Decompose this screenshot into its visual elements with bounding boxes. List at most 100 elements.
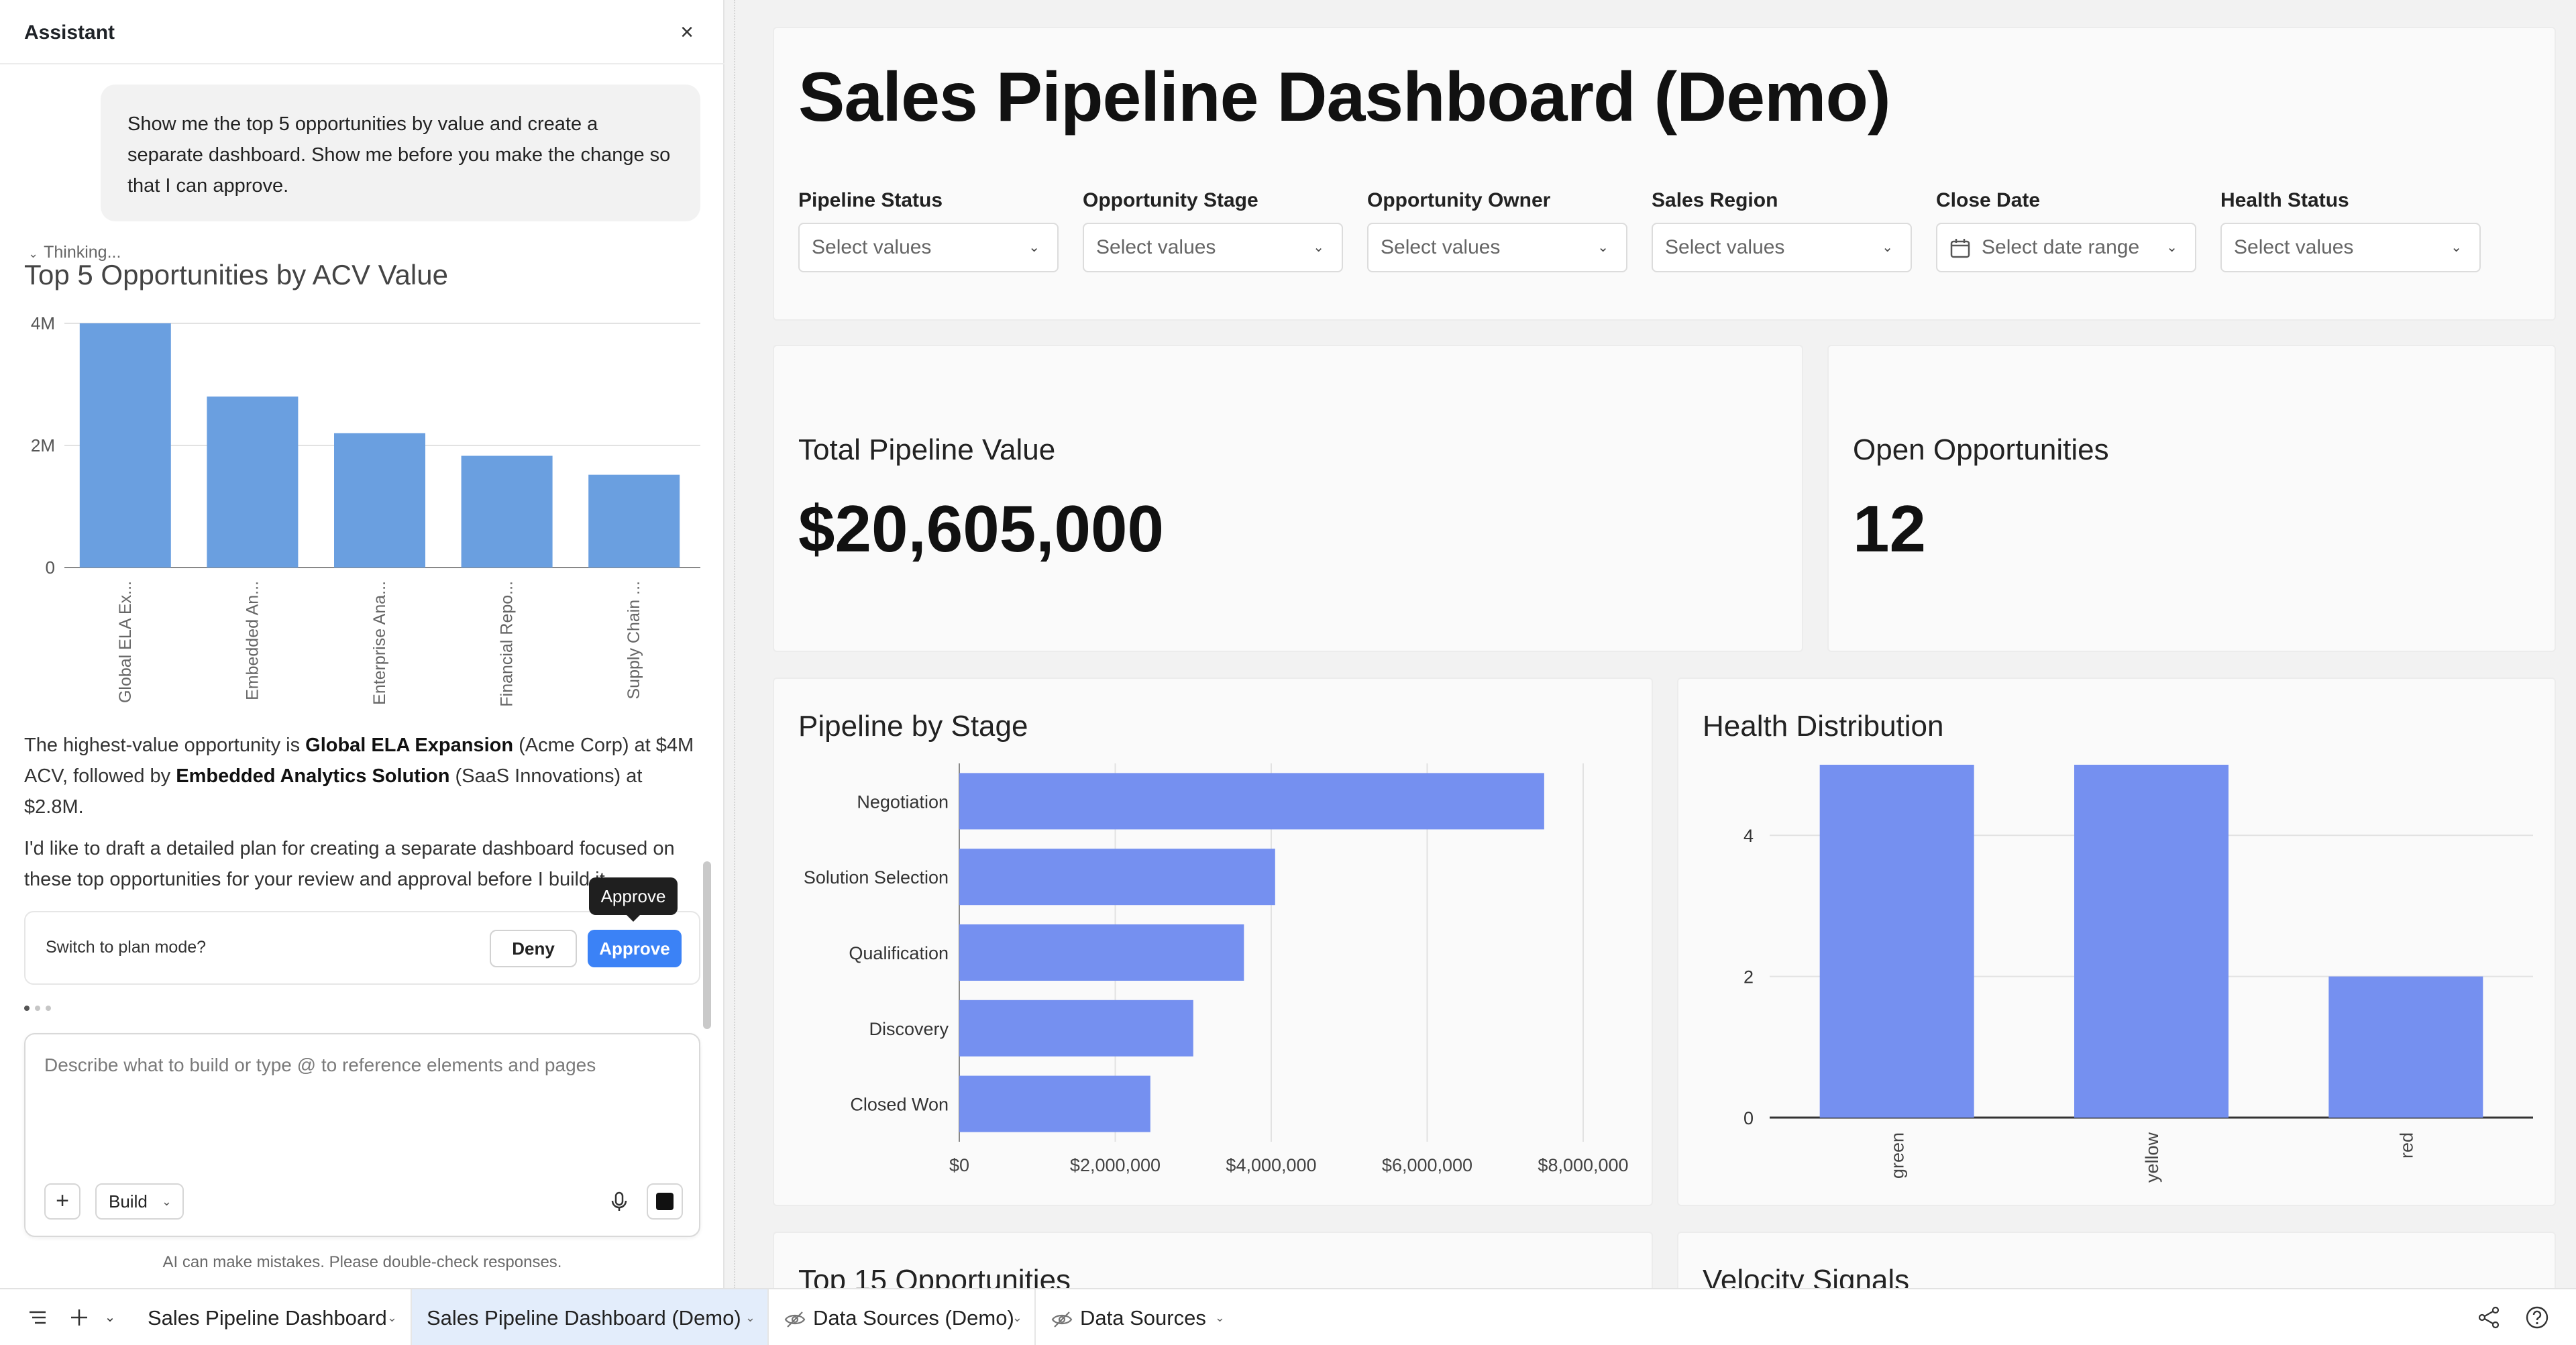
chevron-down-icon: ⌄ [1882, 240, 1893, 255]
y-tick-label: 4 [1743, 826, 1754, 846]
x-tick-label: $2,000,000 [1070, 1155, 1161, 1175]
tab-divider [1034, 1289, 1036, 1345]
x-tick-label: Supply Chain ... [625, 581, 643, 700]
help-icon[interactable] [2524, 1304, 2551, 1331]
filter-label: Health Status [2220, 189, 2349, 211]
x-tick-label: Global ELA Ex... [116, 581, 135, 703]
bar [2074, 765, 2229, 1118]
user-message: Show me the top 5 opportunities by value… [101, 85, 700, 221]
date-range-select[interactable]: Select date range ⌄ [1936, 223, 2196, 272]
x-tick-label: $0 [949, 1155, 969, 1175]
filter-select[interactable]: Select values ⌄ [2220, 223, 2481, 272]
composer-input[interactable] [44, 1055, 682, 1155]
filter-sales-region: Sales Region Select values ⌄ [1627, 189, 1912, 272]
kpi-value: $20,605,000 [798, 492, 1164, 566]
tab-label: Sales Pipeline Dashboard [148, 1306, 387, 1330]
pipeline-by-stage-chart: $0 $2,000,000 $4,000,000 $6,000,000 $8,000,0… [804, 763, 1629, 1175]
deny-button[interactable]: Deny [490, 930, 577, 967]
calendar-icon [1950, 239, 1970, 258]
bar [959, 1000, 1193, 1057]
assistant-answer: The highest-value opportunity is Global … [24, 730, 698, 891]
y-tick-label: 0 [46, 557, 55, 578]
y-tick-label: Discovery [869, 1019, 949, 1039]
kpi-label: Total Pipeline Value [798, 433, 1056, 466]
filter-label: Opportunity Stage [1083, 189, 1258, 211]
share-icon[interactable] [2475, 1304, 2502, 1331]
mic-icon[interactable] [604, 1186, 635, 1217]
chevron-down-icon: ⌄ [386, 1311, 397, 1324]
filter-opportunity-stage: Opportunity Stage Select values ⌄ [1059, 189, 1343, 272]
filter-placeholder: Select values [812, 236, 932, 258]
approve-button[interactable]: Approve [588, 930, 682, 967]
page-dot[interactable] [24, 1006, 30, 1011]
y-tick-label: 2 [1743, 967, 1754, 987]
y-tick-label: 4M [31, 313, 55, 333]
tab-data-sources[interactable]: Data Sources ⌄ [1036, 1289, 1237, 1345]
filter-select[interactable]: Select values ⌄ [1083, 223, 1343, 272]
answer-text: The highest-value opportunity is [24, 735, 306, 756]
tab-sales-pipeline-dashboard-demo[interactable]: Sales Pipeline Dashboard (Demo) ⌄ [412, 1289, 767, 1345]
answer-paragraph-2: I'd like to draft a detailed plan for cr… [24, 838, 675, 890]
chevron-down-icon[interactable]: ⌄ [104, 1310, 116, 1325]
x-tick-label: $6,000,000 [1382, 1155, 1472, 1175]
tab-label: Sales Pipeline Dashboard (Demo) [427, 1306, 741, 1330]
bar [959, 773, 1544, 830]
page-dot[interactable] [35, 1006, 40, 1011]
close-icon[interactable]: × [680, 19, 694, 45]
composer: + Build ⌄ [24, 1033, 700, 1237]
x-tick-label: Financial Repo... [498, 581, 517, 707]
tab-data-sources-demo[interactable]: Data Sources (Demo) ⌄ [769, 1289, 1034, 1345]
answer-text: (Acme Corp) at $4M ACV, followed by [24, 735, 694, 787]
bar [1819, 765, 1974, 1118]
chevron-down-icon: ⌄ [28, 247, 39, 260]
bar [207, 396, 299, 568]
stop-icon[interactable] [647, 1183, 683, 1220]
chart-title: Health Distribution [1703, 710, 1944, 743]
thinking-toggle[interactable]: ⌄ Thinking... [28, 243, 121, 262]
menu-icon[interactable] [24, 1304, 51, 1331]
chevron-down-icon: ⌄ [2451, 240, 2462, 255]
assistant-header: Assistant × [0, 0, 724, 64]
disclaimer: AI can make mistakes. Please double-chec… [162, 1253, 562, 1271]
bar [461, 455, 553, 568]
y-tick-label: Solution Selection [804, 867, 949, 887]
health-distribution-card: 0 2 4 green yellow red Health Distribution [1677, 678, 2556, 1206]
x-tick-label: $4,000,000 [1226, 1155, 1316, 1175]
filter-select[interactable]: Select values ⌄ [798, 223, 1059, 272]
chart-title: Pipeline by Stage [798, 710, 1028, 743]
tab-sales-pipeline-dashboard[interactable]: Sales Pipeline Dashboard ⌄ [133, 1289, 409, 1345]
bar [334, 433, 425, 568]
x-tick-label: red [2396, 1132, 2416, 1159]
bar [79, 323, 171, 568]
filter-select[interactable]: Select values ⌄ [1367, 223, 1627, 272]
pagination-dots[interactable] [24, 1002, 56, 1014]
page-dot[interactable] [46, 1006, 51, 1011]
filter-placeholder: Select date range [1982, 236, 2140, 258]
bar [959, 924, 1244, 981]
add-button[interactable]: + [44, 1183, 80, 1220]
filter-label: Opportunity Owner [1367, 189, 1551, 211]
chevron-down-icon: ⌄ [161, 1195, 172, 1208]
top5-chart-svg: Top 5 Opportunities by ACV Value 0 2M 4M Glo… [24, 263, 700, 707]
assistant-scrollbar[interactable] [703, 861, 711, 1029]
kpi-total-pipeline: Total Pipeline Value $20,605,000 [773, 345, 1803, 652]
filter-health-status: Health Status Select values ⌄ [2196, 189, 2481, 272]
answer-highlight: Global ELA Expansion [305, 735, 514, 756]
x-tick-label: $8,000,000 [1538, 1155, 1628, 1175]
top5-chart: Top 5 Opportunities by ACV Value 0 2M 4M Glo… [0, 263, 724, 719]
page-title: Sales Pipeline Dashboard (Demo) [798, 58, 1891, 136]
bar [959, 849, 1275, 906]
plan-mode-card: Switch to plan mode? Deny Approve [24, 911, 700, 985]
plus-icon[interactable] [66, 1304, 93, 1331]
chevron-down-icon: ⌄ [2166, 240, 2178, 255]
answer-scroll-area: The highest-value opportunity is Global … [0, 718, 698, 891]
bar [959, 1075, 1150, 1132]
bar [2328, 976, 2483, 1118]
pipeline-by-stage-card: $0 $2,000,000 $4,000,000 $6,000,000 $8,000,0… [773, 678, 1653, 1206]
filter-placeholder: Select values [1096, 236, 1216, 258]
filter-select[interactable]: Select values ⌄ [1652, 223, 1912, 272]
y-tick-label: 2M [31, 435, 55, 455]
filter-label: Sales Region [1652, 189, 1778, 211]
filter-opportunity-owner: Opportunity Owner Select values ⌄ [1343, 189, 1627, 272]
build-mode-select[interactable]: Build ⌄ [95, 1183, 184, 1220]
